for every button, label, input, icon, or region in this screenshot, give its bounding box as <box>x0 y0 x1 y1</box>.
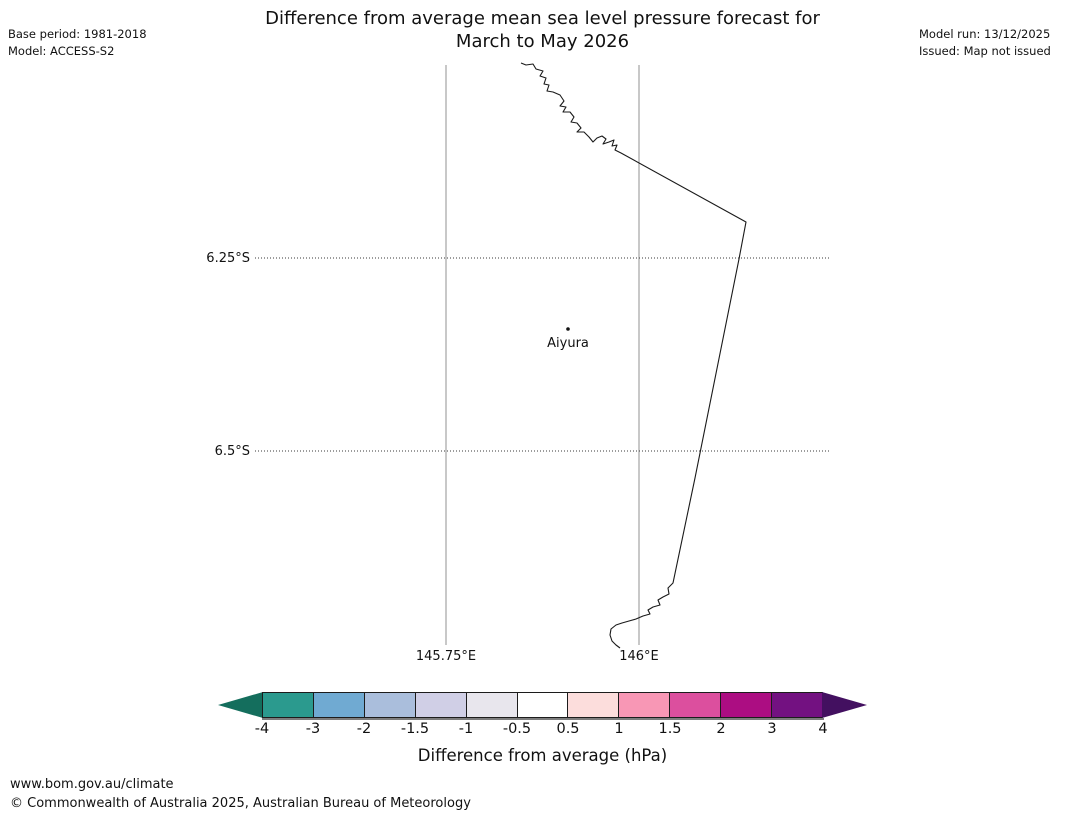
colorbar-segment <box>263 693 314 717</box>
station-dot <box>566 327 570 331</box>
colorbar-segment <box>415 693 467 717</box>
colorbar-body <box>262 692 823 718</box>
model-info-block: Base period: 1981-2018 Model: ACCESS-S2 <box>8 26 147 59</box>
run-info-block: Model run: 13/12/2025 Issued: Map not is… <box>919 26 1051 59</box>
colorbar-tick-label: -3 <box>305 721 321 737</box>
model-label: Model: ACCESS-S2 <box>8 43 115 58</box>
colorbar-tick-label: -2 <box>356 721 372 737</box>
colorbar-segment <box>364 693 416 717</box>
colorbar-segment <box>568 693 620 717</box>
model-run-label: Model run: 13/12/2025 <box>919 27 1051 41</box>
colorbar-segment <box>619 693 671 717</box>
colorbar-segment <box>517 693 569 717</box>
page-title-line1: Difference from average mean sea level p… <box>265 8 820 29</box>
coastline-path <box>520 62 747 649</box>
lat-label-6-25: 6.25°S <box>206 251 250 266</box>
colorbar-segment <box>313 693 365 717</box>
colorbar-tick-label: 4 <box>818 721 828 737</box>
colorbar-arrow-left <box>218 692 263 718</box>
colorbar-segment <box>466 693 518 717</box>
map-canvas <box>255 62 831 649</box>
issued-label: Issued: Map not issued <box>919 43 1051 58</box>
colorbar-tick-label: -0.5 <box>502 721 532 737</box>
colorbar-shadow-line <box>262 718 824 720</box>
lat-label-6-5: 6.5°S <box>214 444 250 459</box>
colorbar-tick-label: -4 <box>254 721 270 737</box>
colorbar-tick-label: -1 <box>458 721 474 737</box>
colorbar-ticks: -4 -3 -2 -1.5 -1 -0.5 0.5 1 1.5 2 3 4 <box>0 721 1085 739</box>
colorbar-tick-label: -1.5 <box>400 721 430 737</box>
colorbar-segment <box>772 693 822 717</box>
colorbar-title: Difference from average (hPa) <box>417 746 668 765</box>
footer-url: www.bom.gov.au/climate <box>10 777 174 792</box>
colorbar-tick-label: 1.5 <box>658 721 682 737</box>
lon-label-146: 146°E <box>619 649 659 664</box>
colorbar-arrow-right <box>822 692 867 718</box>
page-title: Difference from average mean sea level p… <box>0 7 1085 53</box>
colorbar-tick-label: 2 <box>716 721 726 737</box>
colorbar-tick-label: 1 <box>614 721 624 737</box>
footer-copyright: © Commonwealth of Australia 2025, Austra… <box>10 796 471 811</box>
station-label: Aiyura <box>547 336 589 351</box>
page-title-line2: March to May 2026 <box>455 31 630 52</box>
colorbar-tick-label: 0.5 <box>556 721 580 737</box>
base-period-label: Base period: 1981-2018 <box>8 27 147 41</box>
colorbar-segment <box>670 693 722 717</box>
colorbar-segment <box>721 693 773 717</box>
colorbar-tick-label: 3 <box>767 721 777 737</box>
lon-label-145-75: 145.75°E <box>415 649 477 664</box>
